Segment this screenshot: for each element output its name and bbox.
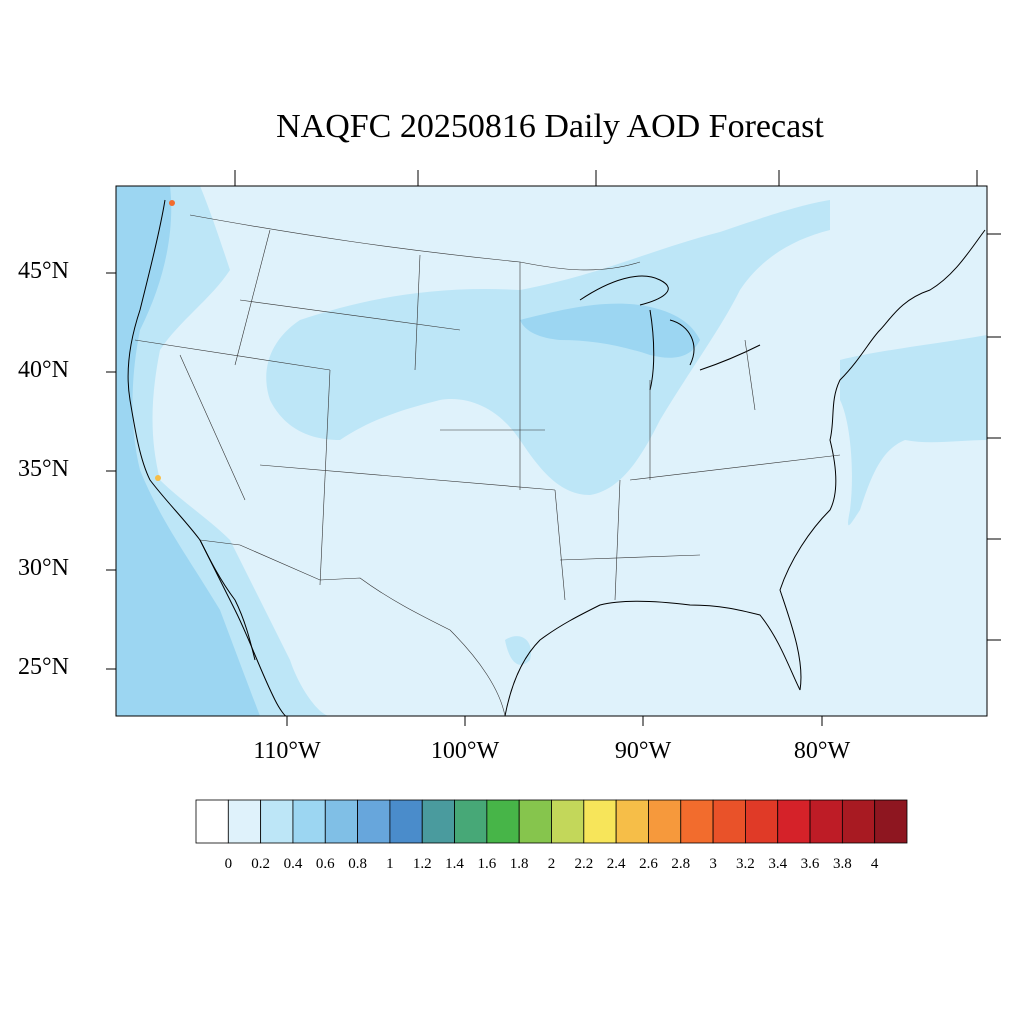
colorbar-swatch: [324, 799, 358, 844]
colorbar-swatch: [648, 799, 682, 844]
lon-label: 80°W: [793, 738, 851, 764]
colorbar-swatch: [583, 799, 617, 844]
colorbar-tick-label: 3.8: [832, 856, 852, 872]
lat-label: 40°N: [18, 357, 69, 383]
colorbar-swatch: [615, 799, 649, 844]
aod-band-northern-plains: [266, 200, 830, 495]
colorbar-tick-label: 1.8: [509, 856, 529, 872]
colorbar-tick-label: 2.6: [639, 856, 658, 872]
map-plot-area: [116, 186, 987, 716]
lon-label: 100°W: [430, 738, 500, 764]
aod-band-pacific-offshore: [116, 186, 260, 716]
colorbar-tick-label: 4: [870, 856, 879, 872]
gulf-coast-line: [504, 600, 801, 716]
map-frame: [115, 185, 988, 717]
coastlines: [127, 199, 986, 716]
us-west-coast-line: [127, 199, 287, 716]
colorbar-tick-label: 2.4: [606, 856, 626, 872]
colorbar-tick-label: 3.4: [768, 856, 788, 872]
colorbar-swatch: [874, 799, 908, 844]
colorbar-tick-label: 0.4: [283, 856, 303, 872]
colorbar-tick-label: 3: [709, 856, 717, 872]
colorbar-swatch: [454, 799, 488, 844]
aod-band-atlantic: [840, 335, 987, 526]
colorbar-tick-label: 1.6: [477, 856, 497, 872]
colorbar-swatch: [292, 799, 326, 844]
aod-contours: [116, 186, 987, 716]
colorbar-swatch: [486, 799, 520, 844]
baja-coast-line: [199, 539, 256, 661]
colorbar-swatch: [518, 799, 552, 844]
aod-band-gulf-coast: [505, 636, 531, 665]
aod-hotspot-washington: [169, 200, 175, 206]
state-borders: [134, 214, 841, 716]
colorbar-swatch: [712, 799, 746, 844]
colorbar-swatch: [227, 799, 262, 844]
mexico-us-border: [199, 539, 506, 716]
lat-label: 30°N: [18, 555, 69, 581]
colorbar-tick-label: 1.4: [445, 856, 464, 872]
great-lakes-outline: [579, 275, 761, 391]
colorbar-tick-label: 3.6: [800, 856, 820, 872]
colorbar-swatch: [357, 799, 391, 844]
colorbar-swatch: [809, 799, 843, 844]
colorbar-swatch: [841, 799, 876, 844]
lat-label: 45°N: [18, 258, 69, 284]
colorbar-swatch: [551, 799, 585, 844]
colorbar-swatch: [745, 799, 779, 844]
canada-us-border: [189, 214, 641, 271]
colorbar-tick-label: 1.2: [412, 856, 432, 872]
colorbar-swatch: [421, 799, 455, 844]
colorbar-swatch: [260, 799, 294, 844]
colorbar-tick-label: 0: [224, 856, 233, 872]
colorbar-tick-label: 2: [547, 856, 556, 872]
colorbar-tick-label: 2.8: [671, 856, 691, 872]
colorbar-tick-label: 0.8: [348, 856, 367, 872]
colorbar-swatch: [777, 799, 811, 844]
colorbar: [195, 799, 908, 844]
colorbar-tick-label: 1: [386, 856, 394, 872]
map-title: NAQFC 20250816 Daily AOD Forecast: [276, 108, 824, 145]
lat-label: 25°N: [18, 654, 69, 680]
florida-east-coast-line: [779, 229, 986, 691]
colorbar-tick-label: 3.2: [736, 856, 755, 872]
colorbar-swatch: [389, 799, 423, 844]
lon-label: 110°W: [253, 738, 321, 764]
colorbar-tick-label: 0.2: [251, 856, 270, 872]
aod-hotspot-california: [155, 475, 161, 481]
aod-band-great-lakes: [520, 303, 700, 358]
colorbar-tick-label: 0.6: [315, 856, 335, 872]
colorbar-swatch: [680, 799, 714, 844]
colorbar-swatch: [195, 799, 229, 844]
lon-label: 90°W: [614, 738, 672, 764]
colorbar-tick-label: 2.2: [574, 856, 594, 872]
axis-ticks: [106, 170, 1001, 726]
lat-label: 35°N: [18, 456, 69, 482]
